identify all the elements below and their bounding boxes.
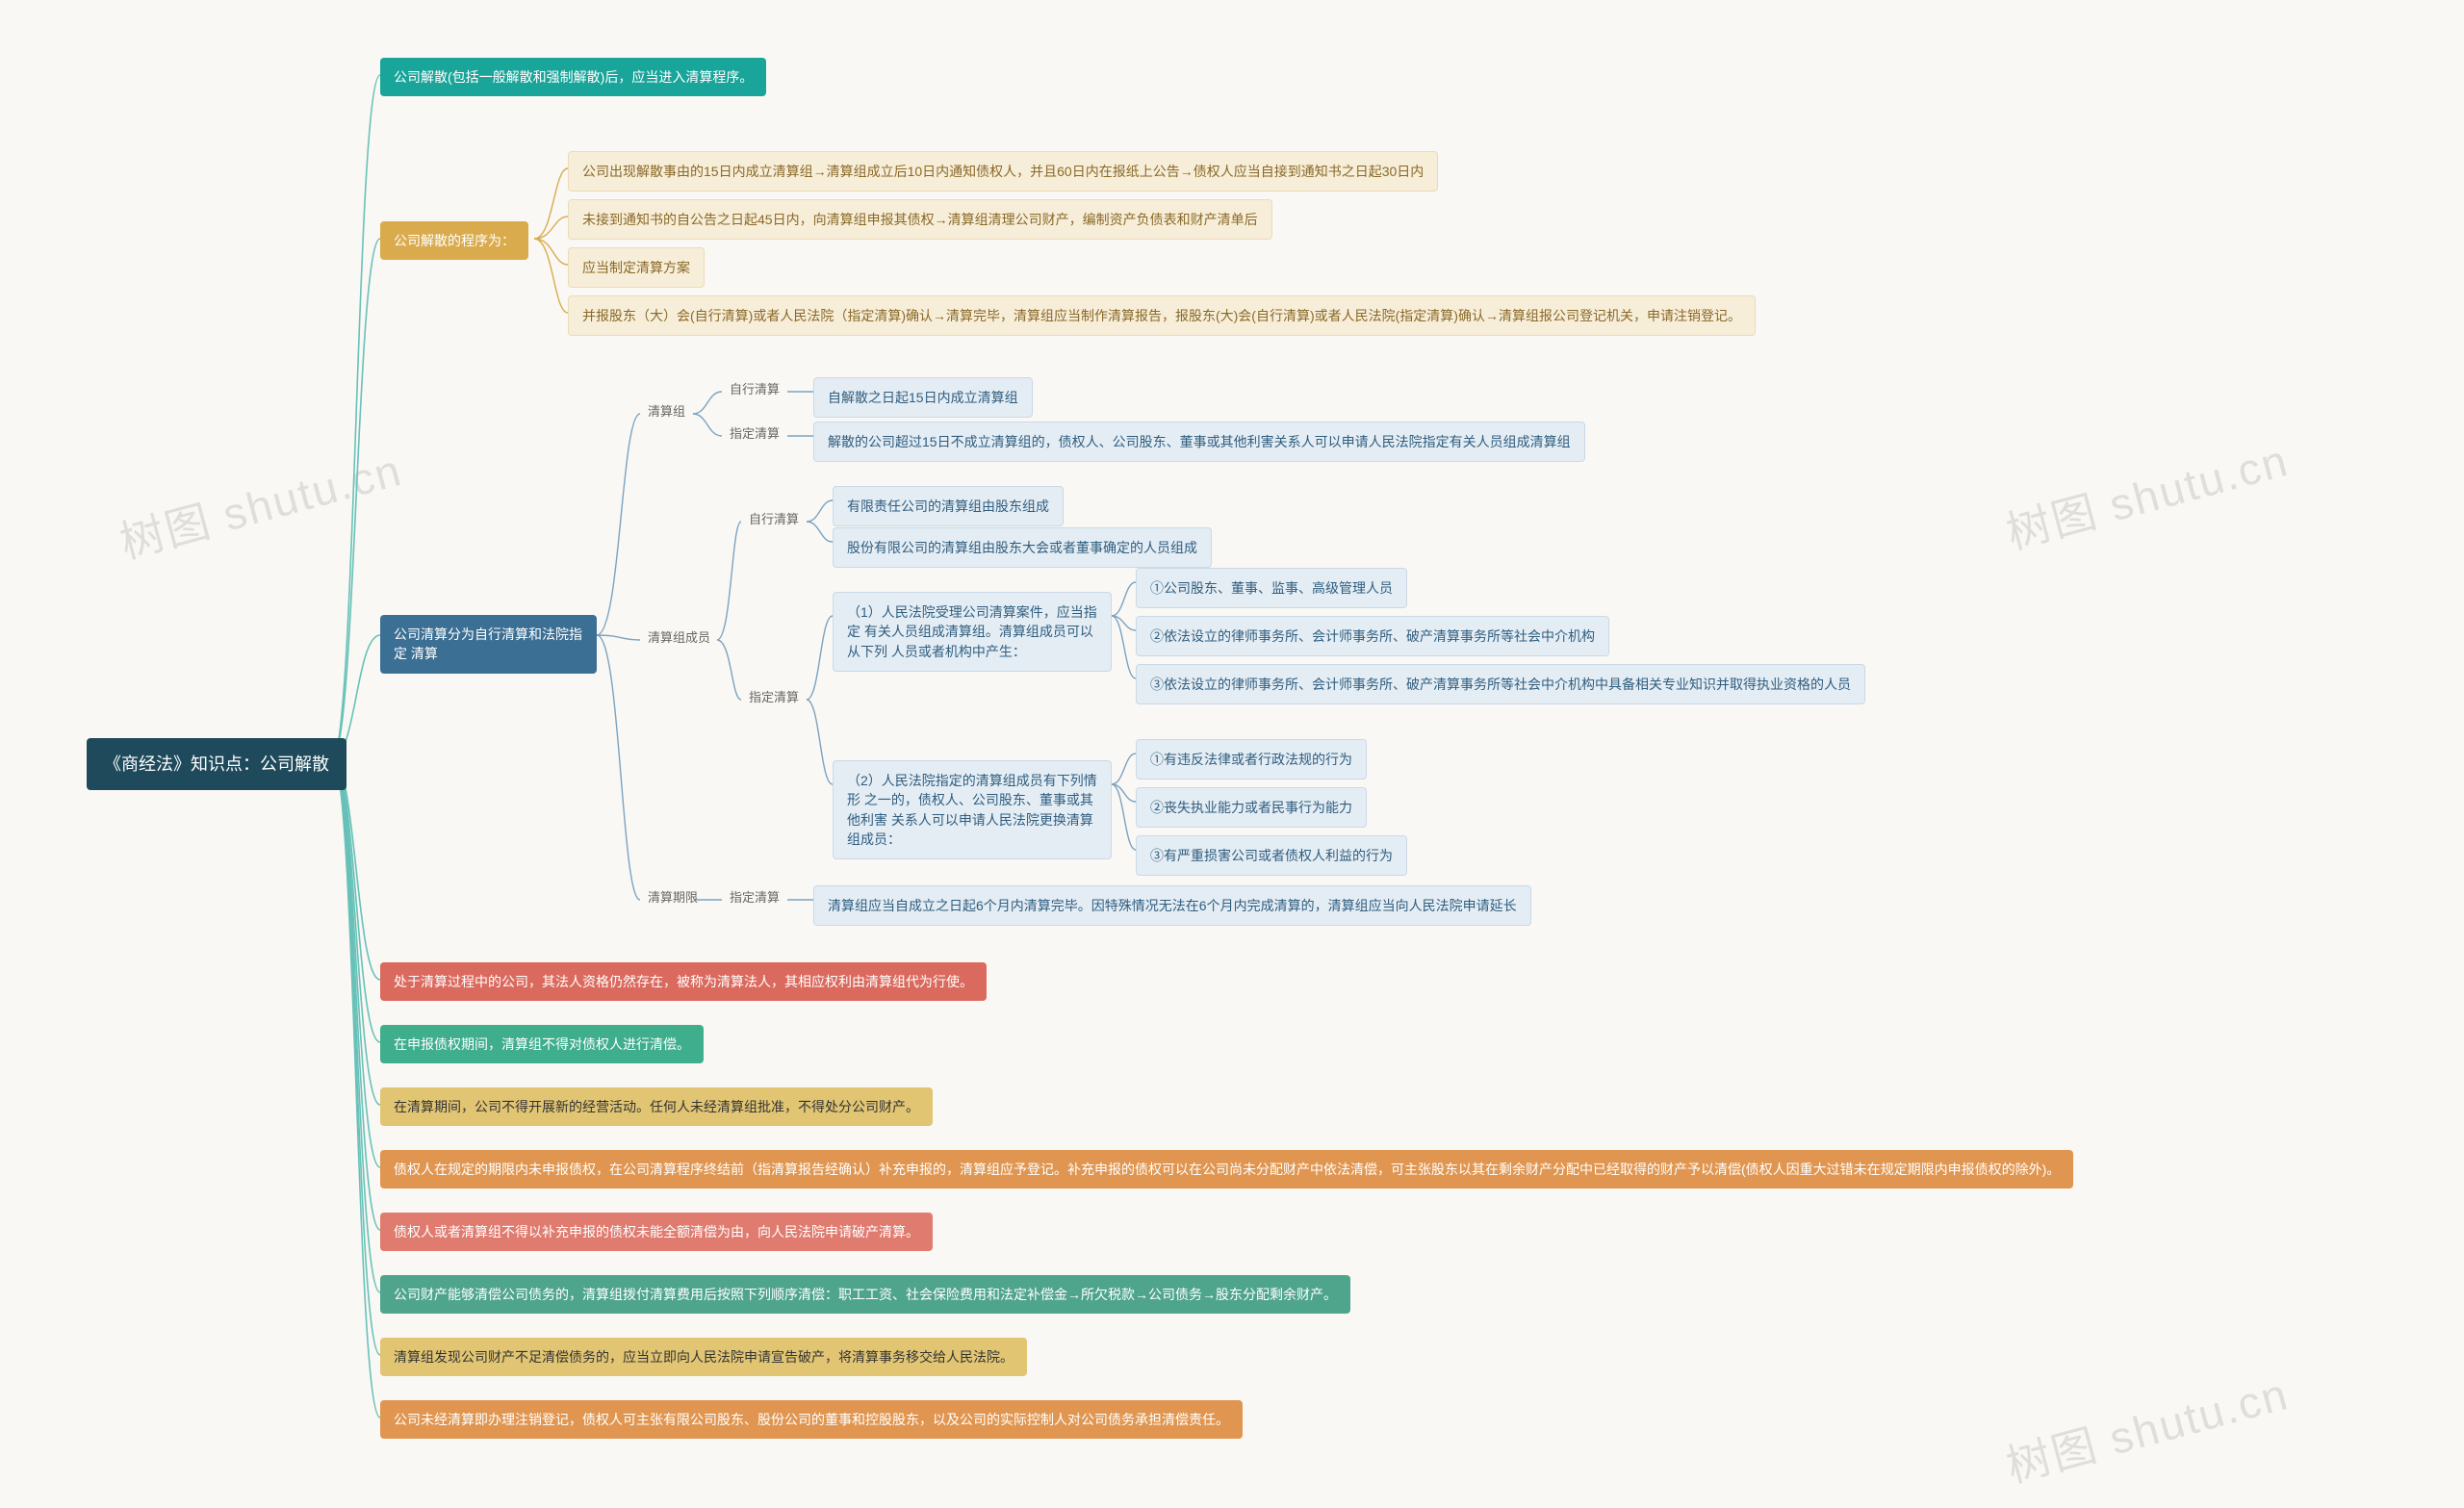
leaf-a3: ③依法设立的律师事务所、会计师事务所、破产清算事务所等社会中介机构中具备相关专业… (1136, 664, 1865, 704)
branch-insufficient: 清算组发现公司财产不足清偿债务的，应当立即向人民法院申请宣告破产，将清算事务移交… (380, 1338, 1027, 1376)
leaf-a2: ②依法设立的律师事务所、会计师事务所、破产清算事务所等社会中介机构 (1136, 616, 1609, 656)
leaf-6month: 清算组应当自成立之日起6个月内清算完毕。因特殊情况无法在6个月内完成清算的，清算… (813, 885, 1531, 926)
procedure-step-1: 公司出现解散事由的15日内成立清算组→清算组成立后10日内通知债权人，并且60日… (568, 151, 1438, 192)
label-self-liq-2: 自行清算 (741, 507, 807, 533)
watermark: 树图 shutu.cn (1999, 1359, 2296, 1495)
branch-late-declare: 债权人在规定的期限内未申报债权，在公司清算程序终结前（指清算报告经确认）补充申报… (380, 1150, 2073, 1189)
branch-legal-person: 处于清算过程中的公司，其法人资格仍然存在，被称为清算法人，其相应权利由清算组代为… (380, 962, 987, 1001)
branch-dissolution-enter: 公司解散(包括一般解散和强制解散)后，应当进入清算程序。 (380, 58, 766, 96)
leaf-stock-members: 股份有限公司的清算组由股东大会或者董事确定的人员组成 (833, 527, 1212, 568)
root-node: 《商经法》知识点：公司解散 (87, 738, 346, 790)
label-qszy: 清算组成员 (640, 626, 718, 652)
branch-procedure: 公司解散的程序为： (380, 221, 528, 260)
leaf-b3: ③有严重损害公司或者债权人利益的行为 (1136, 835, 1407, 876)
procedure-step-4: 并报股东（大）会(自行清算)或者人民法院（指定清算)确认→清算完毕，清算组应当制… (568, 295, 1756, 336)
leaf-a1: ①公司股东、董事、监事、高级管理人员 (1136, 568, 1407, 608)
branch-no-liquidation-cancel: 公司未经清算即办理注销登记，债权人可主张有限公司股东、股份公司的董事和控股股东，… (380, 1400, 1243, 1439)
label-self-liq-1: 自行清算 (722, 377, 787, 403)
leaf-court-case-b: （2）人民法院指定的清算组成员有下列情形 之一的，债权人、公司股东、董事或其他利… (833, 760, 1112, 859)
branch-liquidation-types: 公司清算分为自行清算和法院指定 清算 (380, 615, 597, 674)
leaf-b1: ①有违反法律或者行政法规的行为 (1136, 739, 1367, 780)
leaf-court-case-a: （1）人民法院受理公司清算案件，应当指定 有关人员组成清算组。清算组成员可以从下… (833, 592, 1112, 672)
leaf-court-liq-15d: 解散的公司超过15日不成立清算组的，债权人、公司股东、董事或其他利害关系人可以申… (813, 422, 1585, 462)
procedure-step-2: 未接到通知书的自公告之日起45日内，向清算组申报其债权→清算组清理公司财产，编制… (568, 199, 1272, 240)
watermark: 树图 shutu.cn (1999, 425, 2296, 562)
label-qsqx: 清算期限 (640, 885, 706, 911)
watermark: 树图 shutu.cn (113, 435, 409, 572)
branch-no-repay: 在申报债权期间，清算组不得对债权人进行清偿。 (380, 1025, 704, 1063)
branch-no-business: 在清算期间，公司不得开展新的经营活动。任何人未经清算组批准，不得处分公司财产。 (380, 1087, 933, 1126)
label-court-liq-2: 指定清算 (741, 685, 807, 711)
branch-repay-order: 公司财产能够清偿公司债务的，清算组拨付清算费用后按照下列顺序清偿：职工工资、社会… (380, 1275, 1350, 1314)
procedure-step-3: 应当制定清算方案 (568, 247, 705, 288)
branch-no-bankruptcy: 债权人或者清算组不得以补充申报的债权未能全额清偿为由，向人民法院申请破产清算。 (380, 1213, 933, 1251)
mindmap-canvas: 树图 shutu.cn 树图 shutu.cn 树图 shutu.cn (0, 0, 2464, 1508)
leaf-llc-members: 有限责任公司的清算组由股东组成 (833, 486, 1064, 526)
leaf-b2: ②丧失执业能力或者民事行为能力 (1136, 787, 1367, 828)
label-court-liq-3: 指定清算 (722, 885, 787, 911)
leaf-self-liq-15d: 自解散之日起15日内成立清算组 (813, 377, 1033, 418)
label-court-liq-1: 指定清算 (722, 422, 787, 447)
label-qsz: 清算组 (640, 399, 693, 425)
